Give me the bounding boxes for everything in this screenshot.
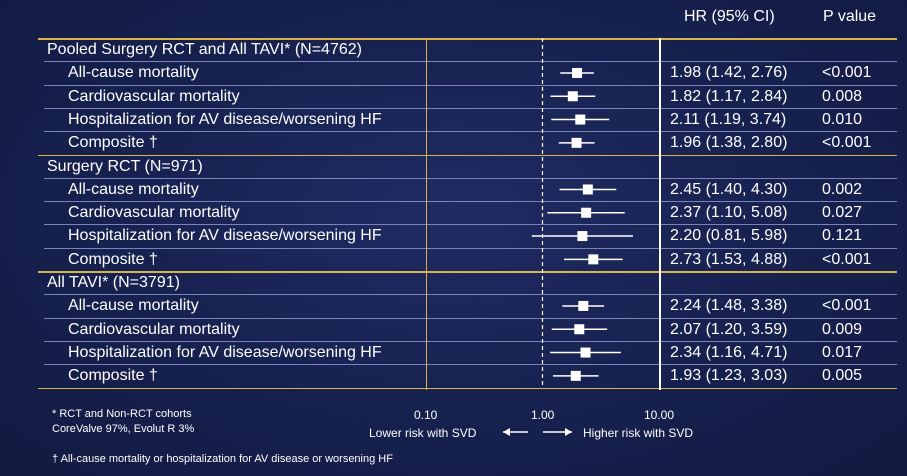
- group-separator-line: [38, 271, 897, 273]
- footnote-cohorts: * RCT and Non-RCT cohorts: [52, 408, 192, 420]
- group-title: All TAVI* (N=3791): [47, 274, 180, 291]
- row-separator-line: [44, 107, 897, 109]
- p-value-text: 0.002: [822, 180, 863, 198]
- hazard-ratio-text: 2.24 (1.48, 3.38): [670, 297, 788, 315]
- row-separator-line: [44, 61, 897, 63]
- hazard-ratio-text: 2.20 (0.81, 5.98): [670, 227, 788, 245]
- row-separator-line: [44, 201, 897, 203]
- hazard-ratio-marker: [570, 370, 581, 381]
- hazard-ratio-text: 2.45 (1.40, 4.30): [670, 180, 788, 198]
- hazard-ratio-text: 1.96 (1.38, 2.80): [670, 134, 788, 152]
- row-separator-line: [44, 131, 897, 133]
- outcome-label: All-cause mortality: [68, 297, 199, 315]
- p-value-text: <0.001: [822, 250, 872, 268]
- hazard-ratio-marker: [582, 184, 593, 195]
- row-separator-line: [44, 317, 897, 319]
- outcome-label: Composite †: [68, 250, 158, 268]
- row-separator-line: [44, 364, 897, 366]
- row-separator-line: [44, 294, 897, 296]
- hazard-ratio-marker: [581, 207, 592, 218]
- outcome-label: Composite †: [68, 367, 158, 385]
- hazard-ratio-text: 2.11 (1.19, 3.74): [670, 110, 787, 128]
- group-separator-line: [38, 387, 897, 389]
- hazard-ratio-marker: [580, 347, 591, 358]
- hazard-ratio-text: 2.34 (1.16, 4.71): [670, 343, 788, 361]
- hazard-ratio-marker: [572, 67, 583, 78]
- outcome-label: Cardiovascular mortality: [68, 87, 240, 105]
- p-value-text: <0.001: [822, 64, 872, 82]
- hazard-ratio-marker: [577, 231, 588, 242]
- p-value-text: 0.017: [822, 343, 863, 361]
- row-separator-line: [44, 224, 897, 226]
- row-separator-line: [44, 177, 897, 179]
- p-value-text: 0.009: [822, 320, 863, 338]
- p-value-text: 0.008: [822, 87, 863, 105]
- hazard-ratio-marker: [575, 114, 586, 125]
- p-value-text: 0.005: [822, 367, 863, 385]
- p-value-text: <0.001: [822, 134, 872, 152]
- hazard-ratio-marker: [574, 324, 585, 335]
- row-separator-line: [44, 340, 897, 342]
- group-separator-line: [38, 154, 897, 156]
- hr-column-header: HR (95% CI): [684, 8, 775, 25]
- footnote-composite: † All-cause mortality or hospitalization…: [52, 453, 393, 465]
- right-arrow-head: [565, 428, 572, 436]
- hazard-ratio-marker: [571, 137, 582, 148]
- hazard-ratio-text: 1.98 (1.42, 2.76): [670, 64, 788, 82]
- hazard-ratio-marker: [567, 91, 578, 102]
- hazard-ratio-text: 2.37 (1.10, 5.08): [670, 204, 788, 222]
- lower-risk-label: Lower risk with SVD: [369, 426, 477, 440]
- left-arrow-head: [503, 428, 510, 436]
- outcome-label: Cardiovascular mortality: [68, 320, 240, 338]
- outcome-label: Hospitalization for AV disease/worsening…: [68, 110, 382, 128]
- hazard-ratio-marker: [578, 300, 589, 311]
- p-value-text: 0.027: [822, 204, 863, 222]
- hazard-ratio-text: 2.73 (1.53, 4.88): [670, 250, 788, 268]
- tick-label-0.10: 0.10: [414, 408, 438, 422]
- hazard-ratio-text: 2.07 (1.20, 3.59): [670, 320, 788, 338]
- group-title: Pooled Surgery RCT and All TAVI* (N=4762…: [47, 41, 362, 58]
- higher-risk-label: Higher risk with SVD: [583, 426, 694, 440]
- outcome-label: Cardiovascular mortality: [68, 204, 240, 222]
- outcome-label: All-cause mortality: [68, 64, 199, 82]
- p-value-text: <0.001: [822, 297, 872, 315]
- tick-label-10.00: 10.00: [644, 408, 675, 422]
- tick-label-1.00: 1.00: [531, 408, 555, 422]
- p-value-text: 0.121: [822, 227, 863, 245]
- outcome-label: Hospitalization for AV disease/worsening…: [68, 227, 382, 245]
- group-title: Surgery RCT (N=971): [47, 157, 203, 175]
- hazard-ratio-marker: [588, 254, 599, 265]
- label-column-divider: [426, 38, 427, 390]
- hazard-ratio-text: 1.82 (1.17, 2.84): [670, 87, 788, 105]
- p-value-column-header: P value: [823, 8, 877, 25]
- axis-right-border: [659, 38, 661, 390]
- group-separator-line: [38, 38, 897, 40]
- row-separator-line: [44, 84, 897, 86]
- outcome-label: All-cause mortality: [68, 180, 199, 198]
- p-value-text: 0.010: [822, 110, 863, 128]
- outcome-label: Composite †: [68, 134, 158, 152]
- hazard-ratio-text: 1.93 (1.23, 3.03): [670, 367, 788, 385]
- row-separator-line: [44, 247, 897, 249]
- footnote-valves: CoreValve 97%, Evolut R 3%: [52, 423, 195, 435]
- outcome-label: Hospitalization for AV disease/worsening…: [68, 343, 382, 361]
